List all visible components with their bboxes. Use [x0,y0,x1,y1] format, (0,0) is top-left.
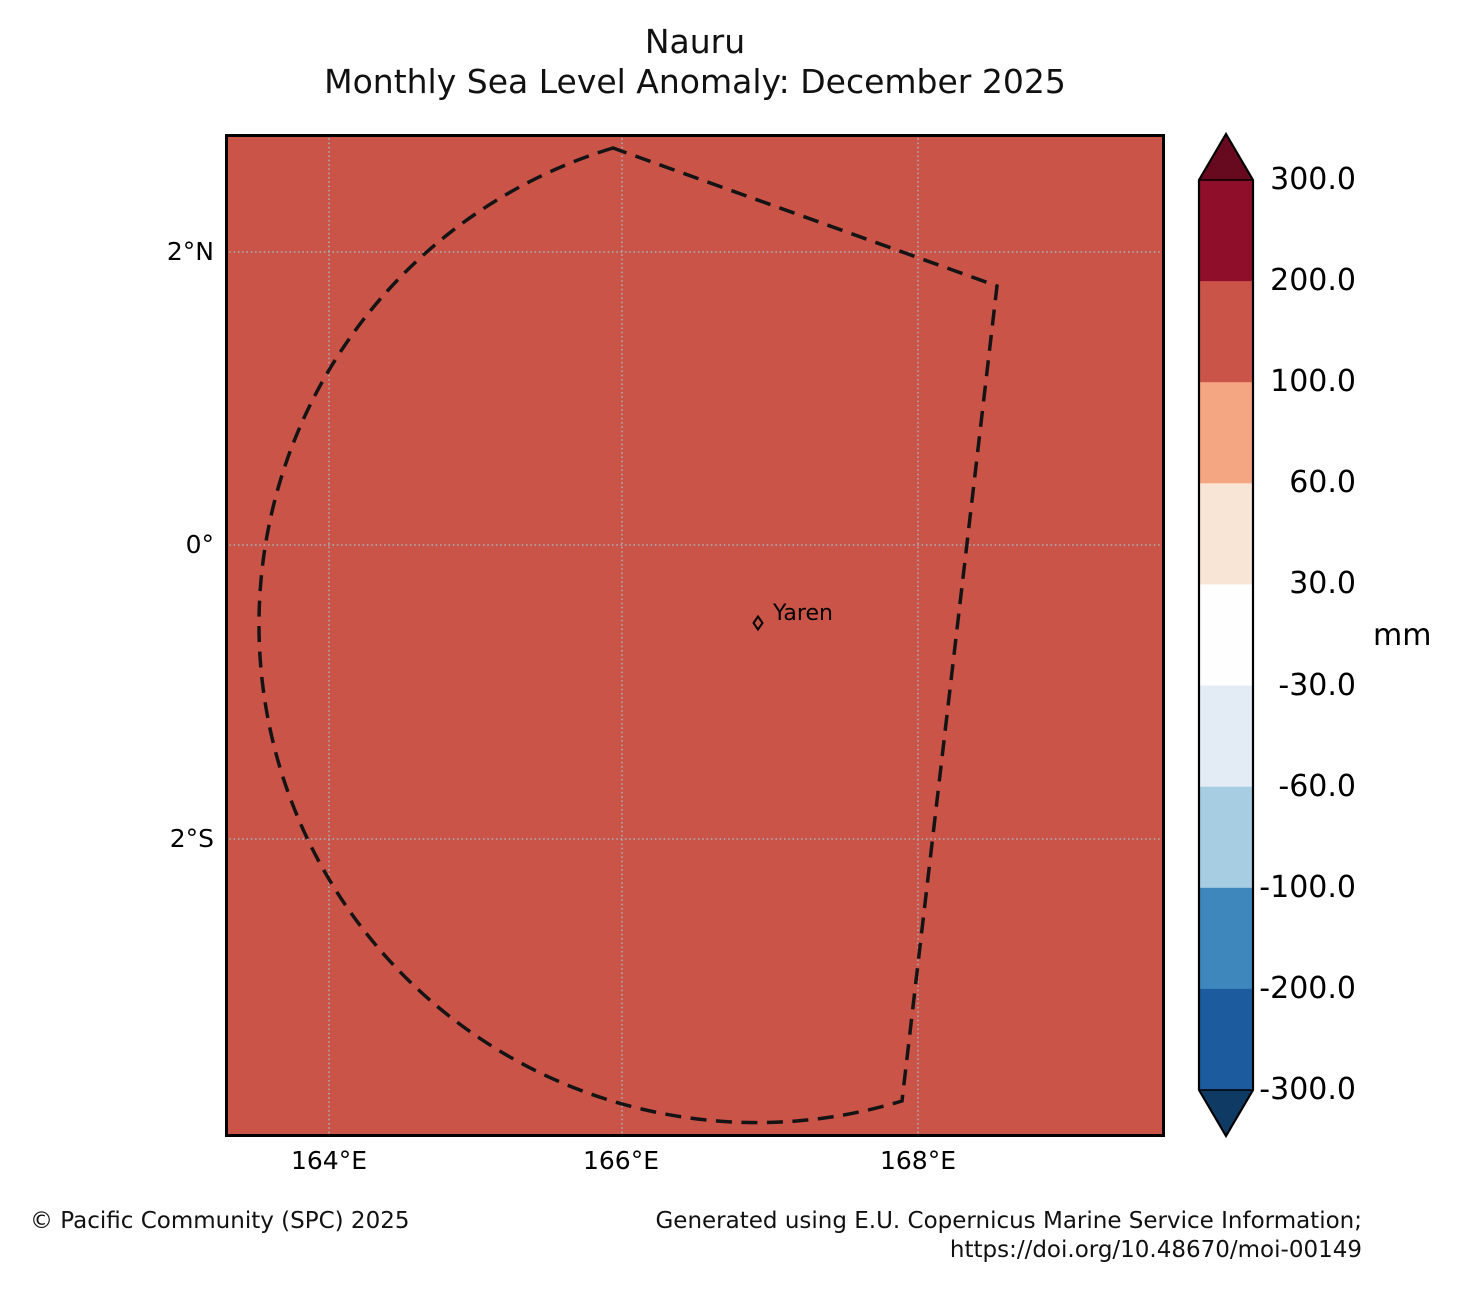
colorbar-tick-neg200: -200.0 [1259,971,1356,1006]
colorbar-unit-label: mm [1373,618,1432,653]
colorbar-tick-neg300: -300.0 [1259,1072,1356,1107]
title-line-region: Nauru [644,22,746,61]
colorbar-tick-100: 100.0 [1270,364,1356,399]
colorbar-tick-200: 200.0 [1270,263,1356,298]
x-tick-label-164e: 164°E [290,1146,367,1175]
figure-title: Nauru Monthly Sea Level Anomaly: Decembe… [225,22,1165,102]
colorbar-band-neg200-neg100 [1199,887,1253,990]
colorbar-tick-60: 60.0 [1289,465,1356,500]
colorbar-band-neg300-neg200 [1199,988,1253,1090]
y-tick-label-2n: 2°N [166,237,214,266]
footer-attribution: Generated using E.U. Copernicus Marine S… [655,1207,1362,1265]
footer-copyright: © Pacific Community (SPC) 2025 [30,1208,410,1234]
colorbar-band-60-100 [1199,382,1253,484]
sea-anomaly-fill [225,134,1165,1137]
y-tick-label-0: 0° [185,530,214,559]
colorbar-tick-30: 30.0 [1289,566,1356,601]
colorbar-band-30-60 [1199,483,1253,585]
colorbar [1197,131,1255,1139]
colorbar-tick-neg30: -30.0 [1278,668,1356,703]
colorbar-band-neg30-30 [1199,584,1253,686]
colorbar-band-200-300 [1199,180,1253,282]
footer-attribution-line2: https://doi.org/10.48670/moi-00149 [949,1237,1362,1263]
map-border [225,134,1165,1137]
y-tick-label-2s: 2°S [169,824,214,853]
colorbar-outline [1197,131,1255,1139]
station-marker-yaren [752,614,764,632]
graticule [225,134,1165,1137]
colorbar-arrow-over [1199,134,1253,180]
footer-attribution-line1: Generated using E.U. Copernicus Marine S… [655,1208,1362,1234]
colorbar-tick-300: 300.0 [1270,162,1356,197]
x-tick-label-166e: 166°E [582,1146,659,1175]
colorbar-band-neg100-neg60 [1199,786,1253,889]
colorbar-tick-neg60: -60.0 [1278,769,1356,804]
colorbar-band-100-200 [1199,281,1253,383]
colorbar-band-neg60-neg30 [1199,685,1253,788]
station-label: Yaren [772,601,833,626]
eez-boundary-line [257,146,999,1125]
title-line-variable: Monthly Sea Level Anomaly: December 2025 [324,62,1066,101]
x-tick-label-168e: 168°E [879,1146,956,1175]
colorbar-arrow-under [1199,1090,1253,1136]
colorbar-tick-neg100: -100.0 [1259,870,1356,905]
map-plot: Yaren [225,134,1165,1137]
